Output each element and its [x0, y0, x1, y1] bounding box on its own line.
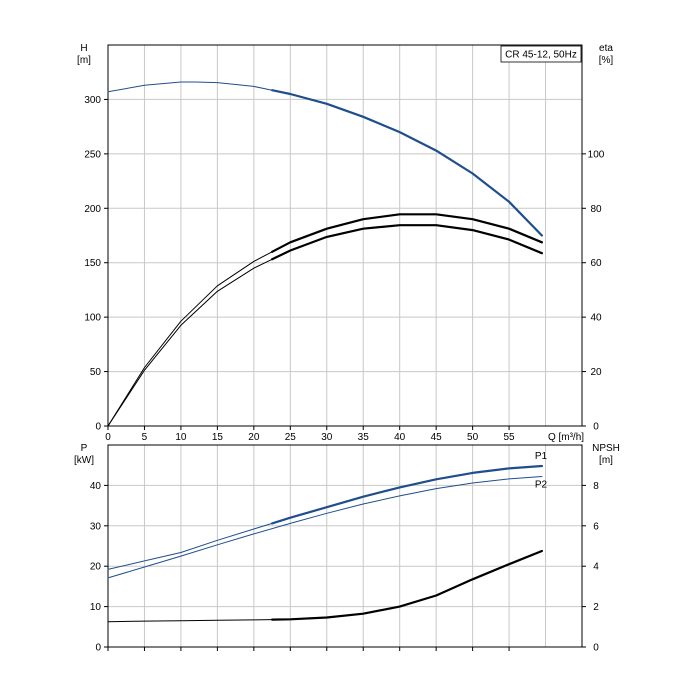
- y-axis-unit: [m]: [77, 55, 91, 66]
- title-box: [500, 45, 582, 63]
- y2-tick-label: 8: [593, 481, 599, 492]
- y2-tick-label: 0: [593, 643, 599, 654]
- head-efficiency-panel: 0 50 100 150 200 250 300 0 20 40 60 80 100 0 5 10 15 20 25…: [77, 43, 613, 443]
- y-axis-unit: [kW]: [74, 455, 94, 466]
- y2-tick-label: 6: [593, 521, 599, 532]
- plot-frame: [107, 444, 583, 648]
- series-line-p2: [107, 476, 543, 579]
- power-npsh-panel: 0 10 20 30 40 0 2 4 6 8 P[kW] NPSH[m] P1 P2: [74, 443, 620, 654]
- series-line-0-2: [107, 258, 273, 427]
- y-axis-label: P: [81, 443, 88, 454]
- y-tick-label: 100: [84, 313, 101, 324]
- x-tick-label: 5: [142, 432, 148, 443]
- x-tick-label: 10: [175, 432, 187, 443]
- y2-tick-label: 2: [593, 602, 599, 613]
- x-tick-label: 20: [248, 432, 260, 443]
- y-axis-label: H: [80, 43, 87, 54]
- x-tick-label: 35: [358, 432, 370, 443]
- series-line-1-2: [107, 619, 273, 623]
- x-tick-label: 50: [467, 432, 479, 443]
- x-tick-label: 0: [105, 432, 111, 443]
- y2-axis-label: eta: [599, 43, 613, 54]
- x-tick-label: 15: [212, 432, 224, 443]
- x-axis-label: Q [m³/h]: [548, 432, 584, 443]
- series-label-p1: P1: [535, 451, 548, 462]
- series-line-0-1: [107, 251, 273, 427]
- plot-frame: [107, 44, 583, 427]
- y-tick-label: 150: [84, 258, 101, 269]
- y-tick-label: 30: [90, 521, 102, 532]
- y2-tick-label: 80: [590, 204, 602, 215]
- y-tick-label: 40: [90, 481, 102, 492]
- y2-axis-label: NPSH: [592, 443, 620, 454]
- y-tick-label: 20: [90, 562, 102, 573]
- y2-tick-label: 60: [590, 258, 602, 269]
- y2-tick-label: 40: [590, 313, 602, 324]
- y2-axis-unit: [m]: [599, 455, 613, 466]
- x-tick-label: 45: [431, 432, 443, 443]
- y-tick-label: 0: [95, 643, 101, 654]
- y-tick-label: 10: [90, 602, 102, 613]
- x-tick-label: 55: [504, 432, 516, 443]
- y2-tick-label: 4: [593, 562, 599, 573]
- series-line-bold-1-2: [271, 549, 543, 621]
- y-tick-label: 0: [95, 422, 101, 433]
- x-tick-label: 30: [321, 432, 333, 443]
- y2-tick-label: 20: [590, 367, 602, 378]
- y2-axis-unit: [%]: [599, 55, 614, 66]
- y2-tick-label: 0: [593, 422, 599, 433]
- series-line-0-0: [107, 81, 273, 93]
- series-line-p1: [107, 522, 273, 570]
- series-label-p2: P2: [535, 480, 548, 491]
- grid-lines: [108, 44, 582, 426]
- series-line-bold-0-2: [271, 224, 543, 261]
- series-line-bold-p1: [271, 464, 543, 525]
- y-tick-label: 250: [84, 149, 101, 160]
- chart-title: CR 45-12, 50Hz: [505, 50, 577, 61]
- series-line-bold-0-1: [271, 213, 543, 253]
- series-line-bold-0-0: [271, 89, 543, 237]
- y-tick-label: 200: [84, 204, 101, 215]
- y-tick-label: 50: [90, 367, 102, 378]
- y2-tick-label: 100: [588, 149, 605, 160]
- x-tick-label: 40: [394, 432, 406, 443]
- x-tick-label: 25: [285, 432, 297, 443]
- y-tick-label: 300: [84, 95, 101, 106]
